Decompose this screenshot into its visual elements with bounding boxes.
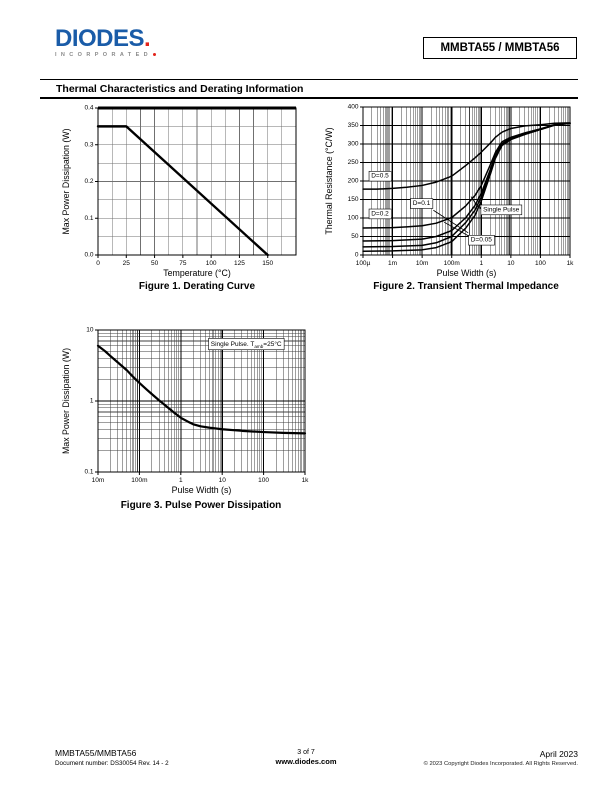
y-axis-title: Max Power Dissipation (W) xyxy=(61,348,71,454)
x-tick-label: 0 xyxy=(96,260,100,267)
axis-ticks: 10m 100m 1 10 100 1k 0.1 1 10 xyxy=(84,327,309,485)
logo: DIODES. INCORPORATED xyxy=(55,26,157,58)
x-tick-label: 50 xyxy=(151,260,159,267)
chart-annotation: D=0.5 xyxy=(368,170,392,182)
svg-text:D=0.1: D=0.1 xyxy=(413,200,431,207)
x-tick-label: 1m xyxy=(388,260,397,267)
grid xyxy=(97,329,306,473)
y-tick-label: 200 xyxy=(348,178,359,185)
logo-wordmark: DIODES xyxy=(55,25,145,52)
figure-1-caption: Figure 1. Derating Curve xyxy=(138,281,256,292)
x-tick-label: 1k xyxy=(302,477,310,484)
chart-annotation: Single Pulse. Tamb=25°C xyxy=(208,338,285,351)
y-tick-label: 0.4 xyxy=(84,105,93,112)
y-tick-label: 100 xyxy=(348,215,359,222)
diodes-logo-text: DIODES. xyxy=(55,26,156,52)
series-single-pulse-power xyxy=(96,344,307,435)
figure-2-caption: Figure 2. Transient Thermal Impedance xyxy=(373,281,559,292)
series-derating xyxy=(96,125,269,257)
series-D=0.5 xyxy=(362,122,571,190)
figure-1-derating-chart: 0 25 50 75 100 125 150 0.0 0.1 0.2 0.3 0.4 Temperatu… xyxy=(55,100,307,284)
svg-text:D=0.05: D=0.05 xyxy=(471,237,493,244)
x-tick-label: 10 xyxy=(507,260,515,267)
footer-left: MMBTA55/MMBTA56 Document number: DS30054… xyxy=(55,748,169,767)
y-tick-label: 0.1 xyxy=(84,469,93,476)
footer-website-link: www.diodes.com xyxy=(275,756,337,766)
x-tick-label: 125 xyxy=(234,260,245,267)
y-tick-label: 350 xyxy=(348,122,359,129)
x-tick-label: 1 xyxy=(479,260,483,267)
chart-annotation: D=0.05 xyxy=(468,235,495,246)
x-tick-label: 100 xyxy=(535,260,546,267)
y-tick-label: 0.0 xyxy=(84,252,93,259)
series-Single Pulse xyxy=(362,122,571,253)
part-number: MMBTA55 / MMBTA56 xyxy=(440,42,560,54)
footer-page-number: 3 of 7 xyxy=(297,749,315,756)
y-tick-label: 150 xyxy=(348,196,359,203)
chart-annotation: D=0.1 xyxy=(410,198,434,209)
logo-incorporated-text: INCORPORATED xyxy=(55,52,157,58)
x-axis-title: Pulse Width (s) xyxy=(172,485,232,495)
y-tick-label: 0.3 xyxy=(84,141,93,148)
x-tick-label: 10 xyxy=(219,477,227,484)
figure-3-pulse-power-chart: 10m 100m 1 10 100 1k 0.1 1 10 Pulse Width (s) Max … xyxy=(55,322,317,498)
x-tick-label: 25 xyxy=(123,260,131,267)
footer-copyright: © 2023 Copyright Diodes Incorporated. Al… xyxy=(423,760,578,767)
y-axis-title: Thermal Resistance (°C/W) xyxy=(324,127,334,234)
svg-text:Single Pulse: Single Pulse xyxy=(483,206,520,213)
grid xyxy=(97,107,297,256)
x-axis-title: Temperature (°C) xyxy=(163,268,231,278)
y-tick-label: 0.2 xyxy=(84,178,93,185)
logo-dot: . xyxy=(144,25,151,52)
svg-text:D=0.2: D=0.2 xyxy=(371,210,389,217)
y-tick-label: 300 xyxy=(348,141,359,148)
x-tick-label: 1k xyxy=(567,260,575,267)
chart-annotation: D=0.2 xyxy=(368,208,392,220)
y-tick-label: 0 xyxy=(355,252,359,259)
footer-center: 3 of 7 www.diodes.com xyxy=(0,749,612,766)
part-number-box: MMBTA55 / MMBTA56 xyxy=(423,37,577,59)
figure-2-thermal-impedance-chart: 100µ 1m 10m 100m 1 10 100 1k 0 50 100 150 200 250 300 3… xyxy=(318,100,580,284)
figure-3-caption: Figure 3. Pulse Power Dissipation xyxy=(120,500,282,511)
x-axis-title: Pulse Width (s) xyxy=(437,268,497,278)
chart-annotation: Single Pulse xyxy=(480,204,523,216)
axis-ticks: 100µ 1m 10m 100m 1 10 100 1k 0 50 100 150 200 250 300 3… xyxy=(348,104,575,268)
x-tick-label: 10m xyxy=(92,477,105,484)
y-axis-title: Max Power Dissipation (W) xyxy=(61,128,71,234)
x-tick-label: 1 xyxy=(179,477,183,484)
footer-date: April 2023 xyxy=(539,749,578,759)
y-tick-label: 1 xyxy=(90,398,94,405)
footer-right: April 2023 © 2023 Copyright Diodes Incor… xyxy=(424,749,578,767)
x-tick-label: 150 xyxy=(262,260,273,267)
section-header: Thermal Characteristics and Derating Inf… xyxy=(40,79,578,99)
x-tick-label: 75 xyxy=(179,260,187,267)
logo-sub-text: INCORPORATED xyxy=(55,52,153,58)
x-tick-label: 10m xyxy=(416,260,429,267)
svg-text:Single Pulse. Tamb=25°C: Single Pulse. Tamb=25°C xyxy=(211,340,282,349)
section-title: Thermal Characteristics and Derating Inf… xyxy=(40,80,578,99)
footer-document-number: Document number: DS30054 Rev. 14 - 2 xyxy=(55,759,169,767)
y-tick-label: 50 xyxy=(351,233,359,240)
trademark-dot-icon xyxy=(153,53,157,57)
y-tick-label: 400 xyxy=(348,104,359,111)
axis-ticks: 0 25 50 75 100 125 150 0.0 0.1 0.2 0.3 0.4 xyxy=(84,105,273,268)
x-tick-label: 100µ xyxy=(356,260,371,267)
x-tick-label: 100m xyxy=(444,260,460,267)
y-tick-label: 10 xyxy=(86,327,94,334)
footer-part-number: MMBTA55/MMBTA56 xyxy=(55,748,137,758)
figure2-svg: 100µ 1m 10m 100m 1 10 100 1k 0 50 100 150 200 250 300 3… xyxy=(324,104,575,279)
y-tick-label: 250 xyxy=(348,159,359,166)
x-tick-label: 100 xyxy=(258,477,269,484)
svg-text:D=0.5: D=0.5 xyxy=(371,173,389,180)
figure1-svg: 0 25 50 75 100 125 150 0.0 0.1 0.2 0.3 0.4 Temperatu… xyxy=(61,105,297,278)
x-tick-label: 100 xyxy=(206,260,217,267)
x-tick-label: 100m xyxy=(131,477,147,484)
y-tick-label: 0.1 xyxy=(84,215,93,222)
